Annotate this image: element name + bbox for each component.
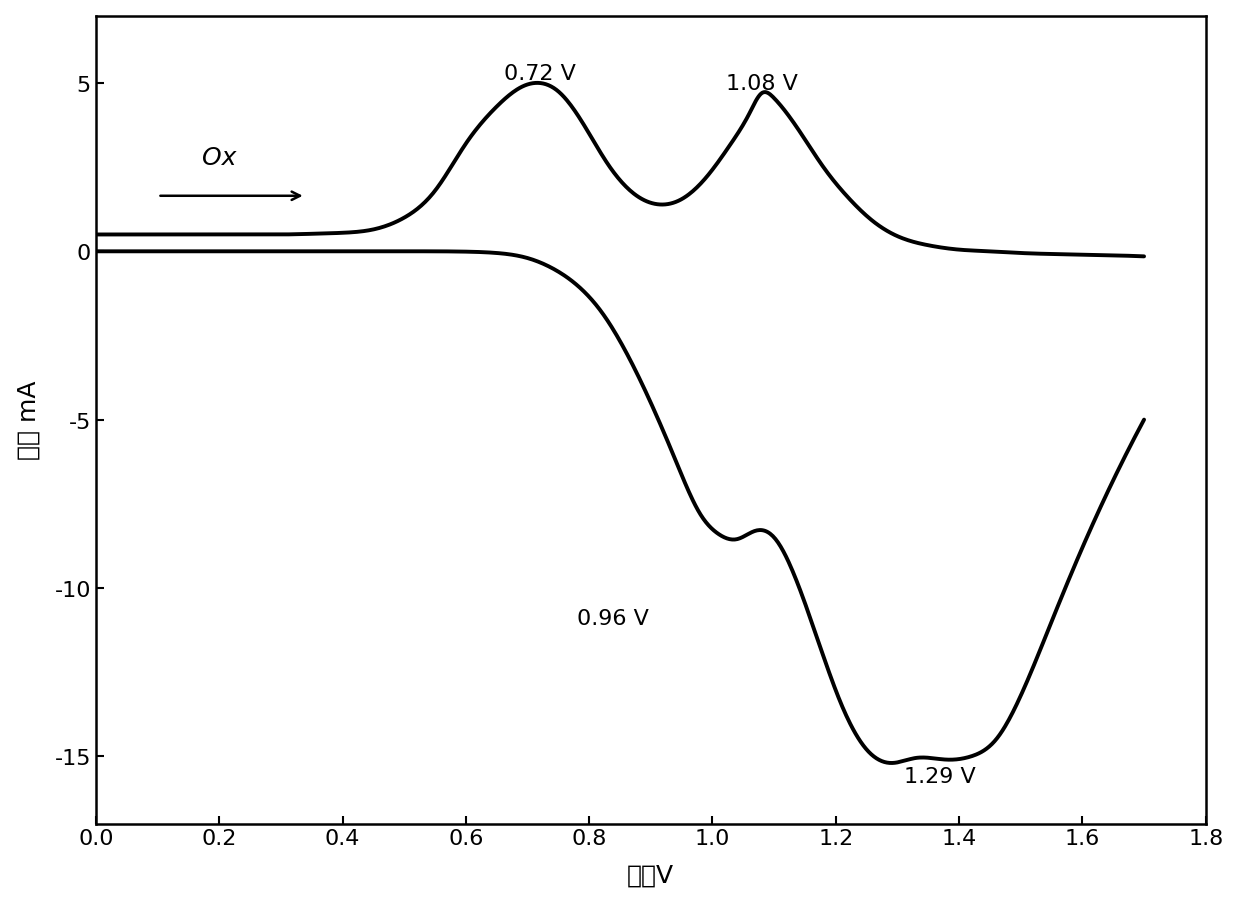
Text: 0.96 V: 0.96 V bbox=[577, 609, 649, 628]
Y-axis label: 电流 mA: 电流 mA bbox=[16, 380, 41, 460]
X-axis label: 电压V: 电压V bbox=[627, 862, 675, 887]
Text: 1.08 V: 1.08 V bbox=[725, 74, 797, 94]
Text: 0.72 V: 0.72 V bbox=[503, 64, 575, 84]
Text: 1.29 V: 1.29 V bbox=[904, 767, 976, 787]
Text: Ox: Ox bbox=[202, 145, 237, 170]
